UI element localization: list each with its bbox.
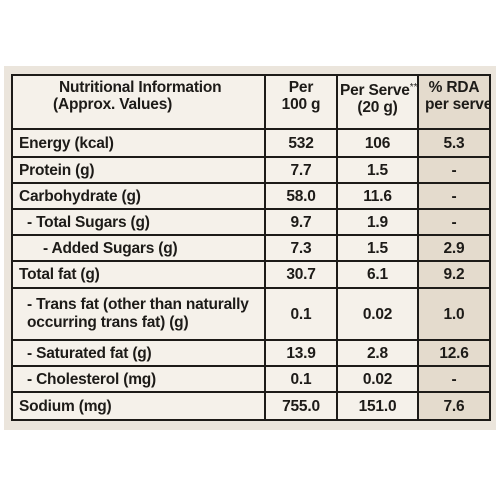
perserve-value: 6.1 — [336, 260, 419, 289]
per100-value: 13.9 — [264, 339, 338, 367]
perserve-value: 2.8 — [336, 339, 419, 367]
per100-value: 30.7 — [264, 260, 338, 289]
rda-value: 9.2 — [417, 260, 491, 289]
table-row: Energy (kcal) 532 106 5.3 — [11, 128, 491, 158]
nutrition-header-line1: Nutritional Information — [59, 79, 222, 96]
perserve-value: 151.0 — [336, 391, 419, 421]
row-label: Sodium (mg) — [11, 391, 266, 421]
perserve-footnote-mark: ** — [409, 82, 418, 93]
rda-value: 7.6 — [417, 391, 491, 421]
rda-value: - — [417, 208, 491, 236]
nutrition-header-line2: (Approx. Values) — [53, 96, 173, 113]
row-label: Carbohydrate (g) — [11, 182, 266, 210]
row-label: Energy (kcal) — [11, 128, 266, 158]
rda-header-line2: per serve — [425, 96, 490, 113]
rda-value: 12.6 — [417, 339, 491, 367]
nutrition-header: Nutritional Information (Approx. Values) — [11, 74, 266, 130]
per100-value: 7.3 — [264, 234, 338, 262]
rda-value: 1.0 — [417, 287, 491, 341]
per100-value: 0.1 — [264, 365, 338, 393]
rda-value: - — [417, 156, 491, 184]
row-label: - Cholesterol (mg) — [11, 365, 266, 393]
per100-value: 0.1 — [264, 287, 338, 341]
header-row: Nutritional Information (Approx. Values)… — [11, 74, 491, 130]
row-label: - Trans fat (other than naturally occurr… — [11, 287, 266, 341]
rda-value: 2.9 — [417, 234, 491, 262]
perserve-value: 0.02 — [336, 365, 419, 393]
perserve-value: 106 — [336, 128, 419, 158]
perserve-value: 1.5 — [336, 156, 419, 184]
perserve-value: 1.9 — [336, 208, 419, 236]
rda-header-line1: % RDA — [428, 79, 480, 96]
table-row: - Trans fat (other than naturally occurr… — [11, 287, 491, 341]
perserve-header: Per Serve** (20 g) — [336, 74, 419, 130]
per100-header-line1: Per — [288, 79, 314, 96]
row-label: - Saturated fat (g) — [11, 339, 266, 367]
row-label: Protein (g) — [11, 156, 266, 184]
per100-value: 7.7 — [264, 156, 338, 184]
perserve-value: 1.5 — [336, 234, 419, 262]
rda-value: - — [417, 365, 491, 393]
table-row: Total fat (g) 30.7 6.1 9.2 — [11, 260, 491, 289]
rda-value: - — [417, 182, 491, 210]
per100-header: Per 100 g — [264, 74, 338, 130]
perserve-header-text: Per Serve — [340, 82, 410, 99]
table-row: Sodium (mg) 755.0 151.0 7.6 — [11, 391, 491, 421]
per100-value: 755.0 — [264, 391, 338, 421]
perserve-header-line1: Per Serve** — [340, 79, 418, 99]
row-label: - Added Sugars (g) — [11, 234, 266, 262]
row-label: Total fat (g) — [11, 260, 266, 289]
table-row: Carbohydrate (g) 58.0 11.6 - — [11, 182, 491, 210]
per100-header-line2: 100 g — [281, 96, 321, 113]
perserve-value: 0.02 — [336, 287, 419, 341]
per100-value: 58.0 — [264, 182, 338, 210]
nutrition-table: Nutritional Information (Approx. Values)… — [11, 74, 491, 421]
per100-value: 532 — [264, 128, 338, 158]
rda-header: % RDA per serve — [417, 74, 491, 130]
table-row: - Saturated fat (g) 13.9 2.8 12.6 — [11, 339, 491, 367]
perserve-value: 11.6 — [336, 182, 419, 210]
table-row: - Total Sugars (g) 9.7 1.9 - — [11, 208, 491, 236]
perserve-header-line2: (20 g) — [357, 99, 398, 116]
table-row: - Added Sugars (g) 7.3 1.5 2.9 — [11, 234, 491, 262]
row-label: - Total Sugars (g) — [11, 208, 266, 236]
rda-value: 5.3 — [417, 128, 491, 158]
table-row: - Cholesterol (mg) 0.1 0.02 - — [11, 365, 491, 393]
table-row: Protein (g) 7.7 1.5 - — [11, 156, 491, 184]
per100-value: 9.7 — [264, 208, 338, 236]
